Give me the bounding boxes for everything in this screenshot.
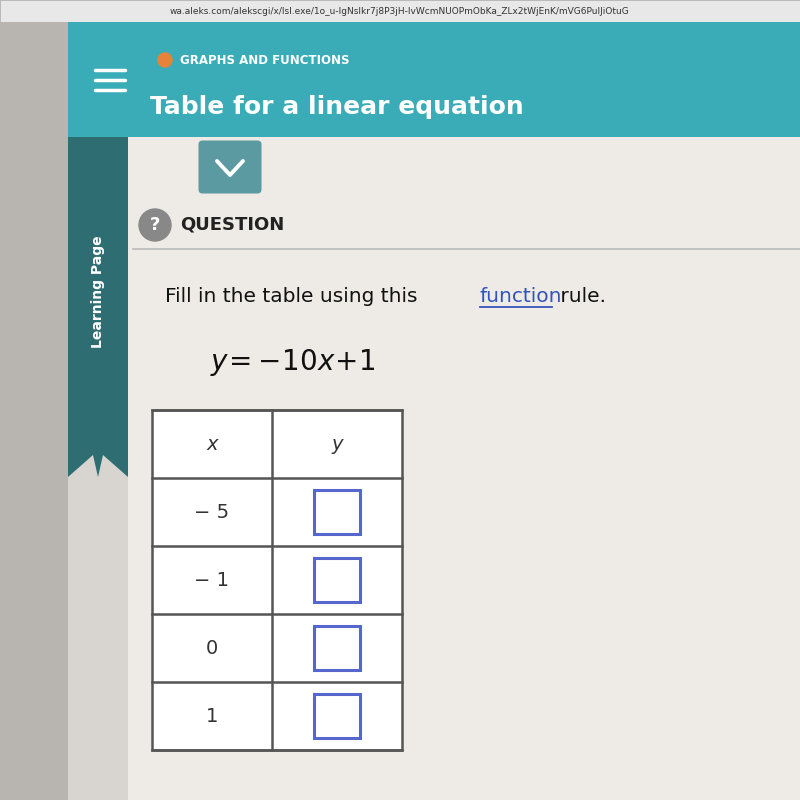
Polygon shape (68, 137, 128, 477)
Text: $y\!=\!-\!10x\!+\!1$: $y\!=\!-\!10x\!+\!1$ (210, 346, 375, 378)
Text: y: y (331, 434, 342, 454)
Text: GRAPHS AND FUNCTIONS: GRAPHS AND FUNCTIONS (180, 54, 350, 66)
Bar (152, 410, 402, 750)
Bar (128, 137, 800, 800)
Text: − 5: − 5 (194, 502, 230, 522)
Text: QUESTION: QUESTION (180, 216, 284, 234)
Bar (68, 22, 800, 137)
Circle shape (158, 53, 172, 67)
Bar (314, 490, 360, 534)
Text: − 1: − 1 (194, 570, 230, 590)
FancyBboxPatch shape (198, 141, 262, 194)
Text: ?: ? (150, 216, 160, 234)
Bar (0, 22, 68, 800)
Text: function: function (480, 287, 562, 306)
Text: Table for a linear equation: Table for a linear equation (150, 95, 524, 119)
Bar (314, 694, 360, 738)
Text: Fill in the table using this: Fill in the table using this (165, 287, 424, 306)
Bar (0, 0, 800, 22)
Text: 1: 1 (206, 706, 218, 726)
Text: Learning Page: Learning Page (91, 236, 105, 348)
Text: rule.: rule. (554, 287, 606, 306)
Text: 0: 0 (206, 638, 218, 658)
Circle shape (139, 209, 171, 241)
Text: wa.aleks.com/alekscgi/x/lsl.exe/1o_u-lgNslkr7j8P3jH-lvWcmNUOPmObKa_ZLx2tWjEnK/mV: wa.aleks.com/alekscgi/x/lsl.exe/1o_u-lgN… (170, 6, 630, 15)
Text: x: x (206, 434, 218, 454)
Bar (314, 626, 360, 670)
Bar (314, 558, 360, 602)
